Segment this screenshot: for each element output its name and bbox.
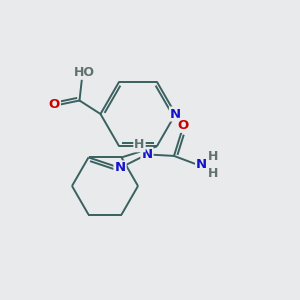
Text: HO: HO: [74, 66, 95, 79]
Text: H: H: [208, 167, 218, 180]
Text: N: N: [114, 161, 126, 174]
Text: H: H: [208, 150, 218, 163]
Text: N: N: [196, 158, 207, 171]
Text: O: O: [49, 98, 60, 112]
Text: O: O: [177, 119, 189, 132]
Text: H: H: [134, 138, 145, 151]
Text: N: N: [141, 148, 153, 161]
Text: N: N: [170, 107, 181, 121]
